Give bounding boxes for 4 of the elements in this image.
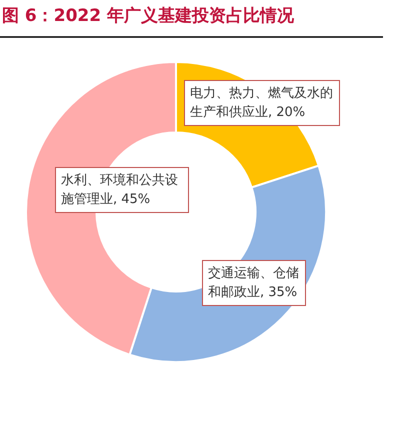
slice-label: 水利、环境和公共设施管理业, 45% bbox=[55, 167, 189, 213]
slice-label: 交通运输、仓储和邮政业, 35% bbox=[202, 260, 306, 306]
slice-label: 电力、热力、燃气及水的生产和供应业, 20% bbox=[184, 80, 340, 126]
chart-title: 图 6：2022 年广义基建投资占比情况 bbox=[2, 5, 294, 27]
